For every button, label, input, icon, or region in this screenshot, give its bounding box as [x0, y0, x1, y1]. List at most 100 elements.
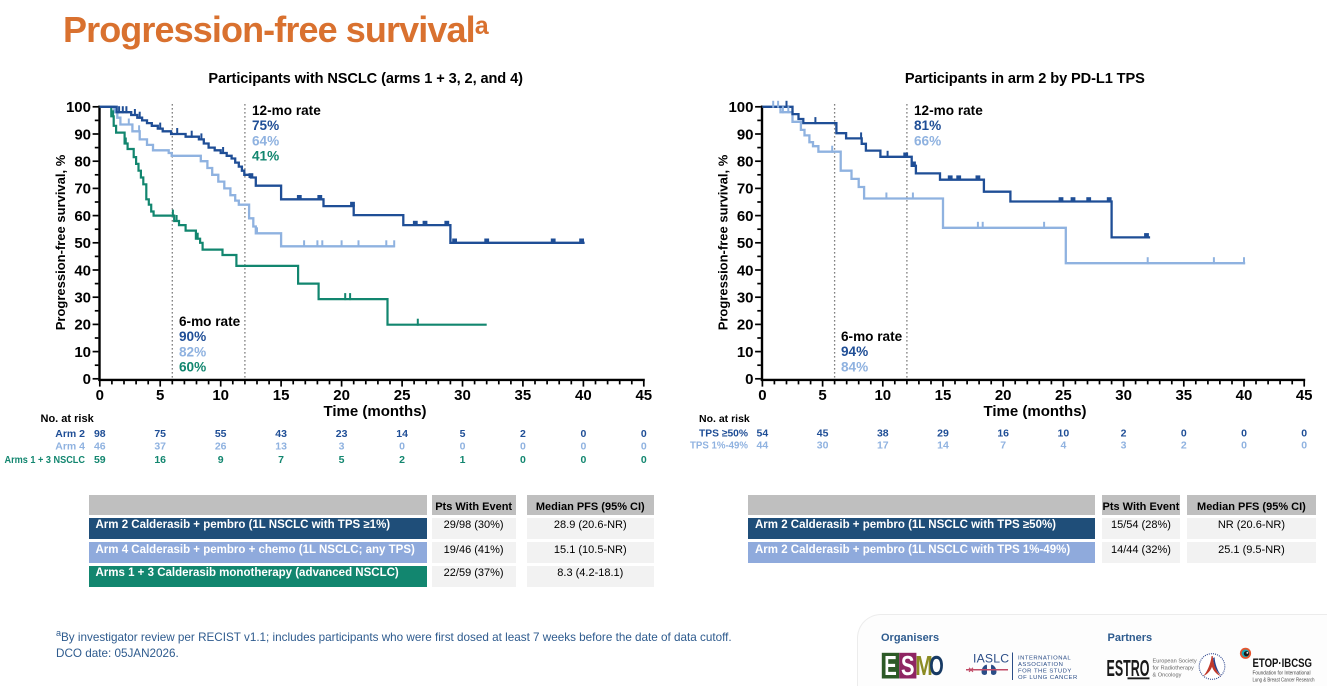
svg-text:17: 17	[877, 440, 889, 452]
svg-text:Foundation for International: Foundation for International	[1253, 671, 1311, 677]
svg-text:20: 20	[74, 317, 91, 334]
svg-text:100: 100	[66, 99, 91, 116]
svg-text:80: 80	[737, 154, 754, 171]
svg-text:40: 40	[74, 262, 91, 279]
svg-text:23: 23	[336, 428, 348, 440]
svg-text:75%: 75%	[252, 118, 279, 133]
svg-text:94%: 94%	[841, 344, 868, 359]
svg-text:European Society: European Society	[1153, 659, 1197, 665]
svg-text:25: 25	[1055, 387, 1072, 404]
svg-text:No. at risk: No. at risk	[41, 413, 95, 425]
svg-text:9: 9	[218, 454, 224, 466]
svg-text:0: 0	[580, 454, 586, 466]
svg-text:0: 0	[460, 441, 466, 453]
svg-text:0: 0	[580, 428, 586, 440]
svg-text:Arm 2: Arm 2	[55, 428, 85, 440]
svg-text:E: E	[884, 650, 897, 681]
svg-text:20: 20	[333, 387, 350, 404]
svg-text:0: 0	[580, 441, 586, 453]
svg-text:12-mo rate: 12-mo rate	[914, 103, 983, 118]
svg-text:38: 38	[877, 428, 889, 440]
svg-text:2: 2	[520, 428, 526, 440]
svg-text:59: 59	[94, 454, 106, 466]
svg-text:70: 70	[737, 181, 754, 198]
svg-text:14: 14	[396, 428, 408, 440]
svg-text:0: 0	[641, 441, 647, 453]
svg-text:0: 0	[758, 387, 766, 404]
svg-text:Progression-free survival, %: Progression-free survival, %	[716, 154, 731, 330]
svg-text:0: 0	[520, 454, 526, 466]
svg-text:0: 0	[399, 441, 405, 453]
svg-text:7: 7	[1000, 440, 1006, 452]
svg-text:80: 80	[74, 154, 91, 171]
svg-text:IASLC: IASLC	[973, 652, 1009, 666]
svg-text:25: 25	[394, 387, 411, 404]
svg-text:90%: 90%	[179, 329, 206, 344]
svg-text:35: 35	[515, 387, 532, 404]
svg-text:5: 5	[339, 454, 345, 466]
svg-text:INTERNATIONAL: INTERNATIONAL	[1018, 656, 1071, 662]
svg-text:10: 10	[737, 344, 754, 361]
svg-text:TPS ≥50%: TPS ≥50%	[699, 428, 749, 440]
svg-text:13: 13	[275, 441, 287, 453]
svg-text:55: 55	[215, 428, 227, 440]
svg-text:7: 7	[278, 454, 284, 466]
svg-text:10: 10	[212, 387, 229, 404]
svg-text:90: 90	[74, 126, 91, 143]
svg-text:45: 45	[1296, 387, 1313, 404]
svg-text:54: 54	[757, 428, 769, 440]
svg-text:ETOP·IBCSG: ETOP·IBCSG	[1253, 656, 1313, 670]
svg-text:75: 75	[154, 428, 166, 440]
svg-text:60: 60	[737, 208, 754, 225]
svg-text:5: 5	[156, 387, 164, 404]
svg-text:37: 37	[154, 441, 166, 453]
svg-text:6-mo rate: 6-mo rate	[179, 314, 241, 329]
svg-text:10: 10	[74, 344, 91, 361]
svg-text:40: 40	[1236, 387, 1253, 404]
svg-text:Lung & Breast Cancer Research: Lung & Breast Cancer Research	[1253, 678, 1315, 684]
svg-text:70: 70	[74, 181, 91, 198]
svg-text:5: 5	[818, 387, 826, 404]
svg-text:10: 10	[874, 387, 891, 404]
svg-text:20: 20	[737, 317, 754, 334]
svg-text:45: 45	[817, 428, 829, 440]
svg-text:Participants in arm 2 by PD-L1: Participants in arm 2 by PD-L1 TPS	[905, 71, 1145, 87]
svg-text:16: 16	[997, 428, 1009, 440]
svg-text:60: 60	[74, 208, 91, 225]
svg-text:Participants with NSCLC (arms: Participants with NSCLC (arms 1 + 3, 2, …	[208, 71, 523, 87]
svg-text:43: 43	[275, 428, 287, 440]
svg-text:35: 35	[1175, 387, 1192, 404]
svg-text:ASSOCIATION: ASSOCIATION	[1018, 662, 1063, 668]
svg-text:S: S	[901, 650, 915, 681]
svg-text:16: 16	[154, 454, 166, 466]
svg-text:98: 98	[94, 428, 106, 440]
svg-text:29: 29	[937, 428, 949, 440]
svg-text:4: 4	[1060, 440, 1066, 452]
svg-text:Time (months): Time (months)	[983, 403, 1086, 420]
svg-text:2: 2	[399, 454, 405, 466]
svg-text:Arm 4: Arm 4	[55, 441, 85, 453]
svg-text:6-mo rate: 6-mo rate	[841, 329, 903, 344]
svg-text:40: 40	[737, 262, 754, 279]
svg-text:0: 0	[1241, 428, 1247, 440]
svg-text:2: 2	[1181, 440, 1187, 452]
svg-text:0: 0	[641, 454, 647, 466]
svg-text:82%: 82%	[179, 344, 206, 359]
svg-text:41%: 41%	[252, 149, 279, 164]
svg-text:3: 3	[1121, 440, 1127, 452]
svg-text:Progression-free survival, %: Progression-free survival, %	[53, 154, 68, 330]
svg-text:10: 10	[1058, 428, 1070, 440]
svg-text:for Radiotherapy: for Radiotherapy	[1153, 666, 1195, 672]
svg-text:60%: 60%	[179, 360, 206, 375]
svg-text:14: 14	[937, 440, 949, 452]
svg-text:15: 15	[935, 387, 952, 404]
svg-text:O: O	[929, 650, 944, 681]
svg-text:ESTRO: ESTRO	[1107, 655, 1150, 681]
svg-text:40: 40	[575, 387, 592, 404]
svg-text:30: 30	[817, 440, 829, 452]
svg-text:FOR THE STUDY: FOR THE STUDY	[1018, 669, 1072, 675]
svg-text:0: 0	[520, 441, 526, 453]
svg-text:0: 0	[96, 387, 104, 404]
svg-text:0: 0	[641, 428, 647, 440]
svg-text:45: 45	[635, 387, 652, 404]
